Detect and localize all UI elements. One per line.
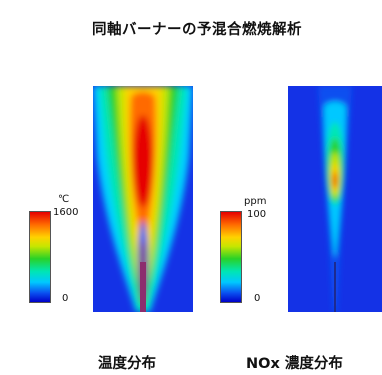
- nox-unit-label: ppm: [244, 196, 267, 207]
- nox-field-map: [288, 86, 382, 312]
- burner-nozzle: [334, 262, 336, 312]
- temperature-caption: 温度分布: [98, 356, 156, 372]
- burner-nozzle: [140, 262, 146, 312]
- nox-colorbar: [220, 211, 242, 303]
- temperature-unit-label: ℃: [58, 194, 70, 205]
- temperature-scale-min: 0: [62, 293, 69, 304]
- temperature-field-map: [93, 86, 193, 312]
- nox-scale-min: 0: [254, 293, 261, 304]
- temperature-scale-max: 1600: [53, 207, 79, 218]
- page-title: 同軸バーナーの予混合燃焼解析: [92, 22, 302, 38]
- nox-scale-max: 100: [247, 209, 267, 220]
- nox-caption: NOx 濃度分布: [246, 356, 343, 372]
- temperature-colorbar: [29, 211, 51, 303]
